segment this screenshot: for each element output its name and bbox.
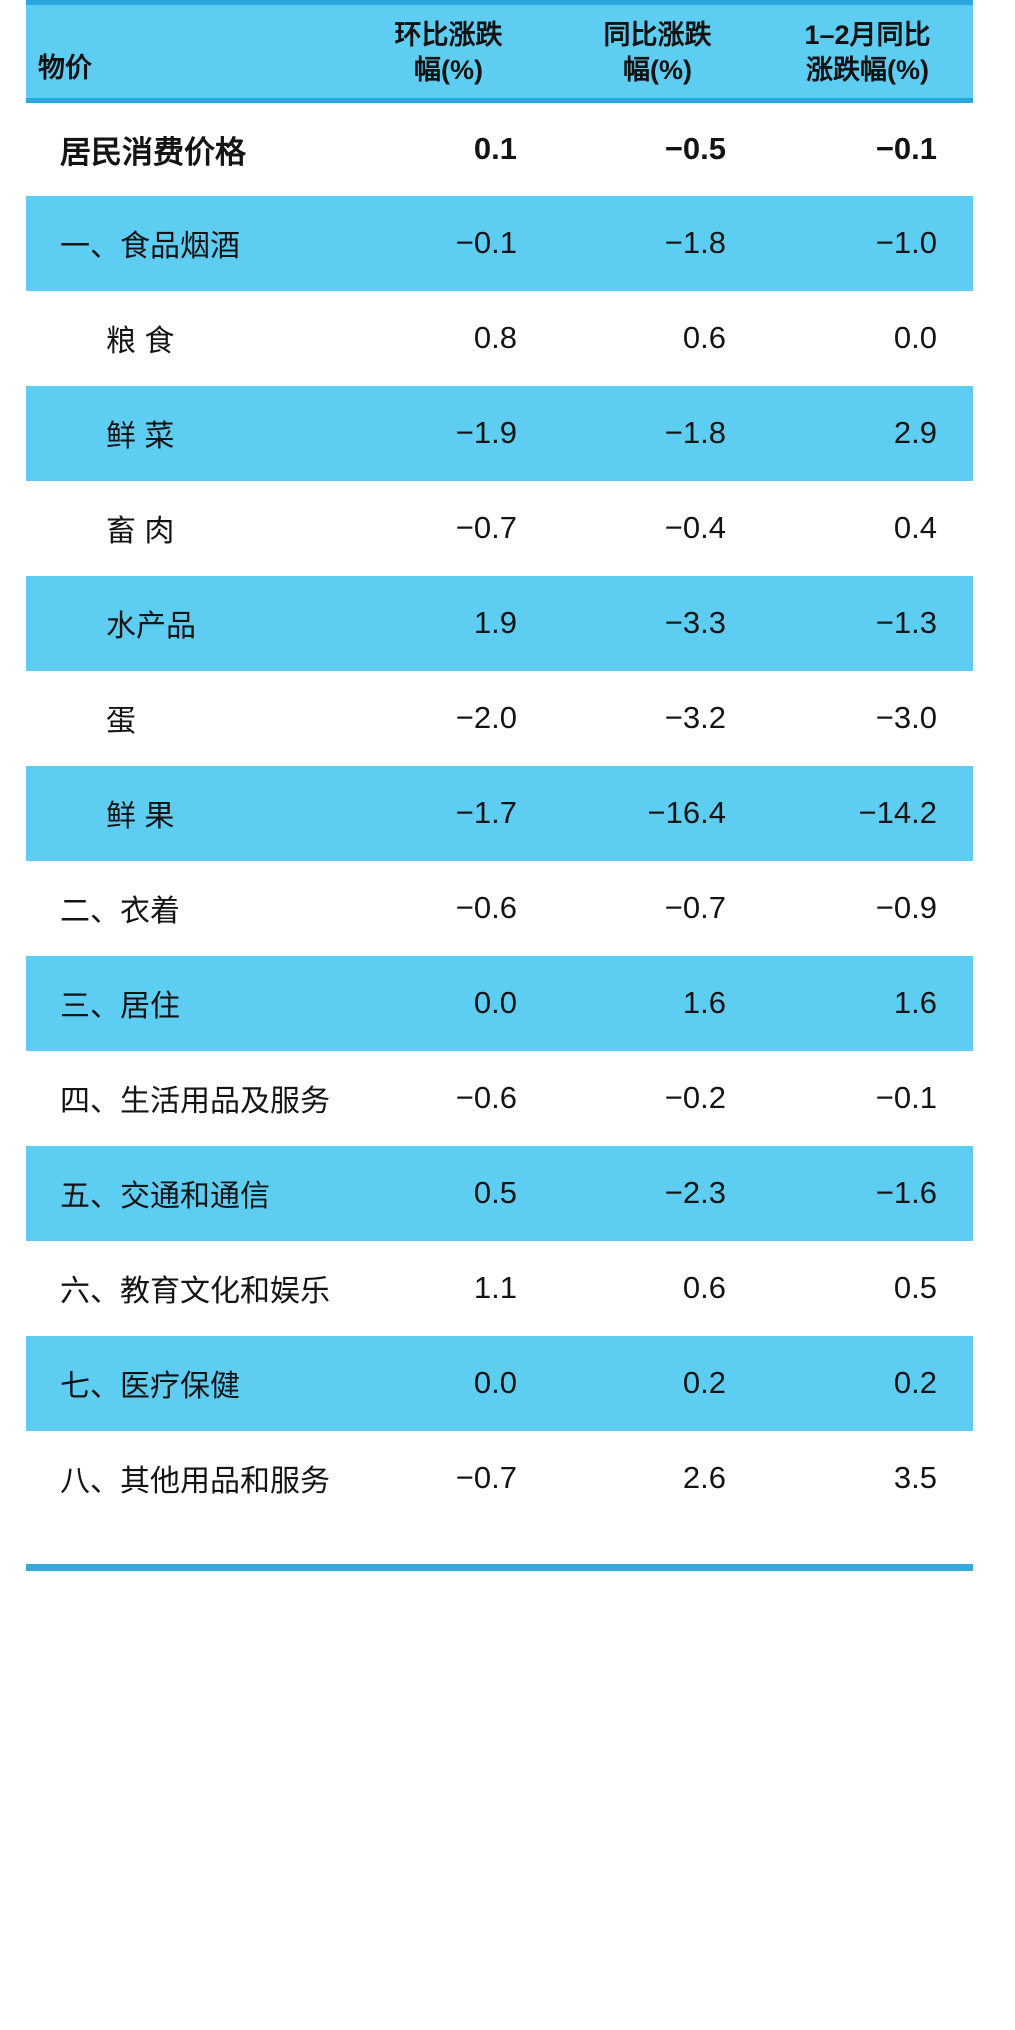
cell-yoy: 0.2 bbox=[553, 1335, 762, 1431]
cell-mom: 1.1 bbox=[344, 1240, 553, 1336]
cell-mom: 0.0 bbox=[344, 1335, 553, 1431]
table-row: 畜 肉 −0.7 −0.4 0.4 bbox=[26, 480, 973, 576]
column-header-mom-line2: 幅(%) bbox=[414, 55, 483, 86]
cell-yoy: −0.5 bbox=[553, 100, 762, 196]
table-body: 居民消费价格 0.1 −0.5 −0.1 一、食品烟酒 −0.1 −1.8 −1.0 粮 食 0.… bbox=[26, 100, 973, 1526]
column-header-ytd-line1: 1–2月同比 bbox=[804, 19, 931, 50]
table-row: 八、其他用品和服务 −0.7 2.6 3.5 bbox=[26, 1430, 973, 1526]
column-header-yoy-line2: 幅(%) bbox=[623, 55, 692, 86]
table-row: 一、食品烟酒 −0.1 −1.8 −1.0 bbox=[26, 195, 973, 291]
cell-ytd: −14.2 bbox=[762, 765, 973, 861]
column-header-yoy: 同比涨跌 幅(%) bbox=[553, 0, 762, 103]
cell-mom: −0.7 bbox=[344, 480, 553, 576]
cell-mom: 0.0 bbox=[344, 955, 553, 1051]
cell-yoy: −0.7 bbox=[553, 860, 762, 956]
column-header-yoy-line1: 同比涨跌 bbox=[603, 19, 712, 50]
cell-mom: −1.7 bbox=[344, 765, 553, 861]
cell-ytd: 0.2 bbox=[762, 1335, 973, 1431]
cell-mom: −0.7 bbox=[344, 1430, 553, 1526]
table-row: 五、交通和通信 0.5 −2.3 −1.6 bbox=[26, 1145, 973, 1241]
cell-mom: −2.0 bbox=[344, 670, 553, 766]
cell-yoy: −2.3 bbox=[553, 1145, 762, 1241]
cell-yoy: 0.6 bbox=[553, 290, 762, 386]
cell-ytd: −1.6 bbox=[762, 1145, 973, 1241]
row-label: 粮 食 bbox=[26, 290, 344, 386]
cell-yoy: −16.4 bbox=[553, 765, 762, 861]
row-label: 鲜 果 bbox=[26, 765, 344, 861]
cell-ytd: −0.9 bbox=[762, 860, 973, 956]
row-label: 六、教育文化和娱乐 bbox=[26, 1240, 344, 1336]
column-header-ytd-line2: 涨跌幅(%) bbox=[806, 55, 929, 86]
row-label: 水产品 bbox=[26, 575, 344, 671]
cell-ytd: 0.4 bbox=[762, 480, 973, 576]
column-header-name: 物价 bbox=[26, 0, 344, 103]
row-label: 五、交通和通信 bbox=[26, 1145, 344, 1241]
row-label: 七、医疗保健 bbox=[26, 1335, 344, 1431]
column-header-name-label: 物价 bbox=[38, 53, 92, 84]
cell-yoy: 0.6 bbox=[553, 1240, 762, 1336]
cell-mom: 0.5 bbox=[344, 1145, 553, 1241]
cell-mom: −1.9 bbox=[344, 385, 553, 481]
row-label: 八、其他用品和服务 bbox=[26, 1430, 344, 1526]
cell-mom: 0.8 bbox=[344, 290, 553, 386]
table-row: 粮 食 0.8 0.6 0.0 bbox=[26, 290, 973, 386]
cell-ytd: 0.5 bbox=[762, 1240, 973, 1336]
table-row: 三、居住 0.0 1.6 1.6 bbox=[26, 955, 973, 1051]
table-row: 二、衣着 −0.6 −0.7 −0.9 bbox=[26, 860, 973, 956]
row-label: 四、生活用品及服务 bbox=[26, 1050, 344, 1146]
row-label: 一、食品烟酒 bbox=[26, 195, 344, 291]
table-row: 鲜 菜 −1.9 −1.8 2.9 bbox=[26, 385, 973, 481]
cell-yoy: −1.8 bbox=[553, 385, 762, 481]
cell-mom: −0.1 bbox=[344, 195, 553, 291]
table-row: 七、医疗保健 0.0 0.2 0.2 bbox=[26, 1335, 973, 1431]
cell-yoy: −1.8 bbox=[553, 195, 762, 291]
table-row: 蛋 −2.0 −3.2 −3.0 bbox=[26, 670, 973, 766]
table-row: 居民消费价格 0.1 −0.5 −0.1 bbox=[26, 100, 973, 196]
cell-ytd: −1.0 bbox=[762, 195, 973, 291]
cell-mom: −0.6 bbox=[344, 1050, 553, 1146]
table-header: 物价 环比涨跌 幅(%) 同比涨跌 幅(%) 1–2月同比 涨跌幅(%) bbox=[26, 0, 973, 103]
cell-yoy: −3.2 bbox=[553, 670, 762, 766]
row-label: 二、衣着 bbox=[26, 860, 344, 956]
table-row: 水产品 1.9 −3.3 −1.3 bbox=[26, 575, 973, 671]
cell-yoy: −0.2 bbox=[553, 1050, 762, 1146]
cell-ytd: −0.1 bbox=[762, 1050, 973, 1146]
cell-mom: 0.1 bbox=[344, 100, 553, 196]
cell-yoy: −3.3 bbox=[553, 575, 762, 671]
cell-ytd: −3.0 bbox=[762, 670, 973, 766]
cell-mom: −0.6 bbox=[344, 860, 553, 956]
column-header-mom-line1: 环比涨跌 bbox=[394, 19, 503, 50]
row-label: 蛋 bbox=[26, 670, 344, 766]
row-label: 三、居住 bbox=[26, 955, 344, 1051]
column-header-ytd: 1–2月同比 涨跌幅(%) bbox=[762, 0, 973, 103]
row-label: 鲜 菜 bbox=[26, 385, 344, 481]
cell-ytd: −0.1 bbox=[762, 100, 973, 196]
row-label: 畜 肉 bbox=[26, 480, 344, 576]
cell-yoy: 2.6 bbox=[553, 1430, 762, 1526]
column-header-mom: 环比涨跌 幅(%) bbox=[344, 0, 553, 103]
cell-ytd: −1.3 bbox=[762, 575, 973, 671]
cell-yoy: 1.6 bbox=[553, 955, 762, 1051]
cell-mom: 1.9 bbox=[344, 575, 553, 671]
table-bottom-rule bbox=[26, 1563, 973, 1571]
header-row: 物价 环比涨跌 幅(%) 同比涨跌 幅(%) 1–2月同比 涨跌幅(%) bbox=[26, 0, 973, 103]
row-label: 居民消费价格 bbox=[26, 100, 344, 196]
cell-ytd: 3.5 bbox=[762, 1430, 973, 1526]
cell-ytd: 0.0 bbox=[762, 290, 973, 386]
table-row: 鲜 果 −1.7 −16.4 −14.2 bbox=[26, 765, 973, 861]
table-row: 六、教育文化和娱乐 1.1 0.6 0.5 bbox=[26, 1240, 973, 1336]
table-row: 四、生活用品及服务 −0.6 −0.2 −0.1 bbox=[26, 1050, 973, 1146]
cell-ytd: 2.9 bbox=[762, 385, 973, 481]
cell-yoy: −0.4 bbox=[553, 480, 762, 576]
price-index-table: 物价 环比涨跌 幅(%) 同比涨跌 幅(%) 1–2月同比 涨跌幅(%) 居民消… bbox=[26, 0, 973, 1526]
cell-ytd: 1.6 bbox=[762, 955, 973, 1051]
